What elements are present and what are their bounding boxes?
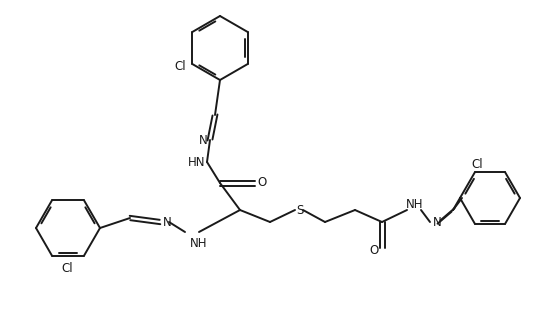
Text: HN: HN xyxy=(188,156,206,169)
Text: O: O xyxy=(370,244,379,257)
Text: Cl: Cl xyxy=(61,262,73,275)
Text: Cl: Cl xyxy=(175,59,186,72)
Text: N: N xyxy=(433,216,441,229)
Text: O: O xyxy=(258,177,267,189)
Text: Cl: Cl xyxy=(471,157,483,170)
Text: NH: NH xyxy=(406,198,424,211)
Text: N: N xyxy=(162,216,171,229)
Text: N: N xyxy=(199,133,207,146)
Text: NH: NH xyxy=(190,237,208,250)
Text: S: S xyxy=(296,203,304,216)
